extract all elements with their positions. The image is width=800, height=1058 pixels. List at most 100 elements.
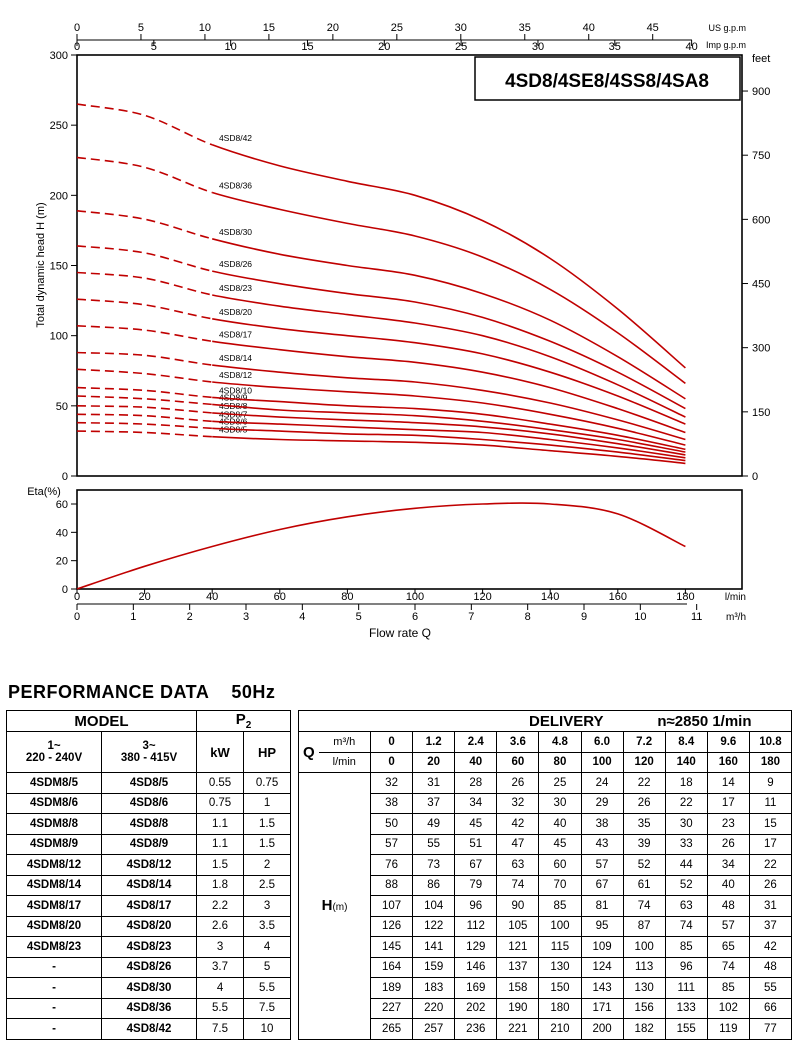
curve-4SD8-6 bbox=[212, 427, 686, 462]
head-value: 96 bbox=[454, 895, 498, 917]
model-1ph: 4SDM8/20 bbox=[6, 915, 102, 937]
head-value: 141 bbox=[412, 936, 456, 958]
head-value: 65 bbox=[706, 936, 750, 958]
head-value: 22 bbox=[622, 772, 666, 794]
impgpm-tick-label: 35 bbox=[609, 41, 621, 53]
m3h-tick-label: 7 bbox=[468, 611, 474, 623]
model-header: MODEL bbox=[5, 710, 198, 732]
head-value: 32 bbox=[370, 772, 414, 794]
m3h-tick-label: 2 bbox=[187, 611, 193, 623]
m3h-tick-label: 0 bbox=[74, 611, 80, 623]
impgpm-tick-label: 40 bbox=[685, 41, 697, 53]
usgpm-tick-label: 10 bbox=[199, 22, 211, 34]
q-lmin-value: 60 bbox=[496, 751, 540, 773]
curve-label: 4SD8/12 bbox=[219, 370, 252, 380]
head-value: 45 bbox=[538, 833, 582, 855]
curve-dashed-4SD8-26 bbox=[76, 245, 213, 272]
q-lmin-value: 180 bbox=[748, 751, 793, 773]
q-lmin-value: 140 bbox=[664, 751, 708, 773]
head-value: 87 bbox=[622, 915, 666, 937]
head-value: 76 bbox=[370, 854, 414, 876]
curve-dashed-4SD8-5 bbox=[76, 430, 213, 438]
model-3ph: 4SD8/12 bbox=[100, 854, 198, 876]
power-hp: 5.5 bbox=[243, 977, 292, 999]
power-kw: 2.2 bbox=[196, 895, 245, 917]
head-value: 81 bbox=[580, 895, 624, 917]
curve-4SD8-30 bbox=[211, 238, 686, 400]
q-lmin-value: 160 bbox=[706, 751, 750, 773]
power-kw: 1.1 bbox=[196, 833, 245, 855]
curve-4SD8-12 bbox=[212, 381, 686, 446]
curve-4SD8-9 bbox=[212, 403, 686, 453]
head-value: 55 bbox=[748, 977, 793, 999]
usgpm-tick-label: 5 bbox=[138, 22, 144, 34]
head-value: 202 bbox=[454, 997, 498, 1019]
q-label: Q bbox=[298, 731, 319, 773]
curve-4SD8-42 bbox=[211, 144, 686, 369]
head-value: 180 bbox=[538, 997, 582, 1019]
head-value: 74 bbox=[706, 956, 750, 978]
performance-title: PERFORMANCE DATA 50Hz bbox=[8, 682, 297, 703]
head-y-tick-label: 200 bbox=[50, 190, 68, 202]
curve-label: 4SD8/30 bbox=[219, 227, 252, 237]
power-kw: 5.5 bbox=[196, 997, 245, 1019]
head-value: 113 bbox=[622, 956, 666, 978]
head-value: 74 bbox=[496, 874, 540, 896]
curve-label: 4SD8/42 bbox=[219, 133, 252, 143]
lmin-unit-label: l/min bbox=[725, 592, 746, 603]
curve-dashed-4SD8-23 bbox=[76, 271, 213, 296]
curve-4SD8-36 bbox=[211, 191, 686, 385]
curve-label: 4SD8/26 bbox=[219, 259, 252, 269]
model-3ph: 4SD8/30 bbox=[100, 977, 198, 999]
power-kw: 4 bbox=[196, 977, 245, 999]
model-title-box bbox=[474, 56, 741, 101]
q-lmin-value: 80 bbox=[538, 751, 582, 773]
usgpm-tick-label: 25 bbox=[391, 22, 403, 34]
head-value: 156 bbox=[622, 997, 666, 1019]
feet-tick-label: 150 bbox=[752, 407, 770, 419]
head-value: 119 bbox=[706, 1018, 750, 1040]
head-value: 55 bbox=[412, 833, 456, 855]
usgpm-tick-label: 45 bbox=[647, 22, 659, 34]
table-row: 4SDM8/14 4SD8/14 1.8 2.5 88 86 79 74 70 67 61 52 40 2… bbox=[6, 874, 793, 896]
curve-label: 4SD8/20 bbox=[219, 307, 252, 317]
head-label: H(m) bbox=[298, 772, 372, 1040]
power-kw: 1.1 bbox=[196, 813, 245, 835]
head-value: 190 bbox=[496, 997, 540, 1019]
feet-tick-label: 900 bbox=[752, 86, 770, 98]
head-value: 39 bbox=[622, 833, 666, 855]
power-hp: 3 bbox=[243, 895, 292, 917]
head-value: 52 bbox=[622, 854, 666, 876]
head-value: 67 bbox=[454, 854, 498, 876]
curve-4SD8-8 bbox=[212, 412, 686, 456]
m3h-unit-label: m³/h bbox=[726, 612, 746, 623]
usgpm-unit-label: US g.p.m bbox=[708, 23, 746, 33]
head-value: 30 bbox=[664, 813, 708, 835]
head-value: 115 bbox=[538, 936, 582, 958]
head-value: 236 bbox=[454, 1018, 498, 1040]
head-value: 182 bbox=[622, 1018, 666, 1040]
power-hp: 10 bbox=[243, 1018, 292, 1040]
m3h-tick-label: 8 bbox=[525, 611, 531, 623]
q-m3h-value: 8.4 bbox=[664, 731, 708, 753]
head-value: 61 bbox=[622, 874, 666, 896]
head-value: 130 bbox=[538, 956, 582, 978]
head-value: 124 bbox=[580, 956, 624, 978]
q-m3h-value: 9.6 bbox=[706, 731, 750, 753]
head-value: 38 bbox=[580, 813, 624, 835]
power-hp: 2.5 bbox=[243, 874, 292, 896]
q-lmin-value: 120 bbox=[622, 751, 666, 773]
head-value: 60 bbox=[538, 854, 582, 876]
lmin-tick-label: 120 bbox=[473, 591, 491, 603]
head-value: 86 bbox=[412, 874, 456, 896]
curve-4SD8-23 bbox=[212, 294, 686, 418]
head-y-tick-label: 300 bbox=[50, 50, 68, 62]
eta-plot-frame bbox=[76, 489, 743, 590]
head-value: 29 bbox=[580, 792, 624, 814]
head-value: 18 bbox=[664, 772, 708, 794]
m3h-tick-label: 11 bbox=[691, 611, 702, 623]
lmin-tick-label: 40 bbox=[206, 591, 218, 603]
power-kw: 0.55 bbox=[196, 772, 245, 794]
curve-dashed-4SD8-9 bbox=[76, 395, 213, 406]
head-value: 25 bbox=[538, 772, 582, 794]
